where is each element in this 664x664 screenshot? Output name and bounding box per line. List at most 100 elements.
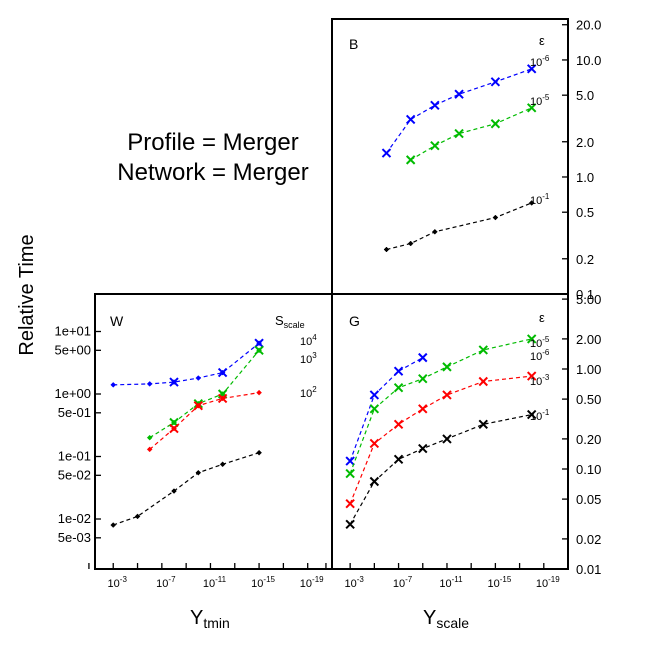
panel-w-series-6-point: [195, 469, 202, 476]
panel-g-annotation-1: 10-6: [530, 348, 550, 363]
panel-b-y-tick-label: 1.0: [576, 170, 594, 185]
panel-w-frame: [94, 293, 333, 570]
panel-g-series-0-line: [349, 357, 424, 462]
panel-b-series-0-point: [454, 89, 464, 99]
panel-w-x-tick-label-base: 10: [203, 578, 215, 590]
panel-b-label: B: [349, 36, 358, 52]
panel-b-series-2-line: [386, 202, 532, 251]
panel-w-label: W: [110, 313, 124, 329]
panel-w-annotation-0-exp: 4: [312, 333, 317, 342]
panel-b-series-0-point: [405, 114, 416, 125]
panel-g-y-tick-label: 5.00: [576, 292, 601, 307]
panel-g-x-tick-label: 10-3: [344, 575, 364, 590]
panel-g-x-tick-label: 10-19: [536, 575, 560, 590]
panel-w-series-6-point: [134, 513, 141, 520]
panel-g-x-tick-label-base: 10: [536, 578, 548, 590]
panel-g-annotation-2: 10-3: [530, 373, 550, 388]
y-axis-title: Relative Time: [16, 234, 38, 355]
panel-g-y-tick-label: 0.10: [576, 462, 601, 477]
panel-w-series-2-line: [149, 349, 260, 439]
panel-b-y-tick-label: 10.0: [576, 53, 601, 68]
panel-g-y-tick-label: 0.01: [576, 562, 601, 577]
panel-g-annotation-2-exp: -3: [542, 373, 550, 382]
panel-b-series-2-point: [528, 200, 535, 206]
panel-w-series-6-point: [110, 522, 117, 528]
panel-g-series-3-point: [393, 454, 404, 465]
panel-g-annotation-1-exp: -6: [542, 348, 550, 357]
panel-b-series-2-point: [407, 240, 414, 247]
panel-g-series-1-point: [442, 362, 452, 372]
panel-w-series-5-point: [169, 423, 179, 434]
panel-g-series-0-point: [345, 456, 355, 466]
panel-w-series-6-point: [256, 449, 262, 456]
panel-g-frame: [331, 293, 569, 570]
panel-g-series-3-point: [369, 476, 380, 487]
panel-g-x-tick-label: 10-7: [393, 575, 413, 590]
panel-w-series-1-point: [217, 367, 228, 378]
panel-b-y-tick-label: 2.0: [576, 135, 594, 150]
panel-g-annotation-3-base: 10: [530, 411, 542, 423]
panel-g-series-2-point: [442, 390, 452, 400]
chart-title-line-1: Profile = Merger: [127, 129, 298, 156]
panel-b-annotation-2-base: 10: [530, 195, 542, 207]
panel-b-annotation-1: 10-5: [530, 93, 550, 108]
x-axis-title-g: Yscale: [423, 607, 469, 631]
panel-w-annotation-0-base: 10: [300, 336, 312, 348]
panel-w-x-tick-label: 10-11: [203, 575, 227, 590]
panel-g-x-tick-label-exp: -15: [500, 575, 512, 584]
panel-w-series-1-point: [169, 377, 179, 387]
panel-g-series-2-point: [393, 419, 404, 429]
panel-g-series-2-point: [526, 371, 537, 381]
panel-g-legend-title: ε: [539, 310, 545, 325]
panel-g-series-1-point: [418, 373, 428, 384]
panel-g-x-tick-label-base: 10: [439, 578, 451, 590]
panel-g-x-tick-label-base: 10: [344, 578, 356, 590]
panel-w-series-4-point: [256, 389, 262, 396]
panel-b-y-tick-label: 20.0: [576, 18, 601, 33]
panel-g-y-tick-label: 0.02: [576, 532, 601, 547]
panel-b-series-1-point: [430, 141, 440, 151]
chart-title-line-2: Network = Merger: [117, 159, 308, 186]
panel-g-x-tick-label-base: 10: [393, 578, 405, 590]
panel-w-annotation-0: 104: [300, 333, 317, 348]
panel-b-y-tick-label: 0.5: [576, 205, 594, 220]
panel-w-series-1-point: [254, 338, 264, 348]
panel-g-series-3-line: [349, 414, 532, 525]
panel-b-legend-title: ε: [539, 33, 545, 48]
panel-g-y-tick-label: 0.50: [576, 392, 601, 407]
panel-g-series-1-point: [369, 404, 380, 414]
panel-w-series-0-line: [113, 342, 260, 386]
panel-g-x-tick-label: 10-15: [487, 575, 511, 590]
panel-b-y-tick-label: 5.0: [576, 88, 594, 103]
panel-g-series-3-point: [526, 409, 537, 420]
panel-b-series-0-point: [381, 148, 392, 158]
panel-w-y-tick-label: 5e-02: [58, 467, 91, 482]
panel-g-series-2-point: [478, 376, 488, 387]
panel-g-series-2-point: [369, 438, 380, 449]
panel-w-y-tick-label: 5e-03: [58, 530, 91, 545]
panel-g-series-1-point: [478, 345, 488, 355]
panel-w-x-tick-label-exp: -7: [168, 575, 176, 584]
panel-w-x-tick-label: 10-3: [108, 575, 128, 590]
panel-w-y-tick-label: 1e-01: [58, 449, 91, 464]
panel-g: G ε 5.00 2.00 1.00 0.50 0.20 0.10 0.05 0.02 0.01…: [325, 292, 601, 590]
panel-g-series-3-point: [478, 419, 488, 429]
panel-g-annotation-0-exp: -5: [542, 335, 550, 344]
panel-b-annotation-0-base: 10: [530, 57, 542, 69]
panel-w-x-tick-label-base: 10: [108, 578, 120, 590]
panel-b-annotation-2: 10-1: [530, 192, 550, 207]
panel-w-x-tick-label-exp: -11: [215, 575, 227, 584]
panel-w-series-3-point: [254, 345, 264, 356]
panel-b-series-0-line: [385, 68, 532, 154]
panel-g-y-tick-label: 2.00: [576, 332, 601, 347]
x-axis-title-g-base: Y: [423, 607, 436, 629]
panel-w-x-tick-label-exp: -15: [263, 575, 275, 584]
panel-w-annotation-1-base: 10: [300, 354, 312, 366]
panel-b-series-2-point: [492, 214, 499, 221]
panel-g-annotation-3: 10-1: [530, 408, 550, 423]
panel-w-x-tick-label: 10-7: [156, 575, 176, 590]
panel-w-series-0-point: [110, 382, 117, 388]
legend-title-base: S: [275, 313, 284, 328]
panel-b-series-2-point: [432, 228, 438, 235]
